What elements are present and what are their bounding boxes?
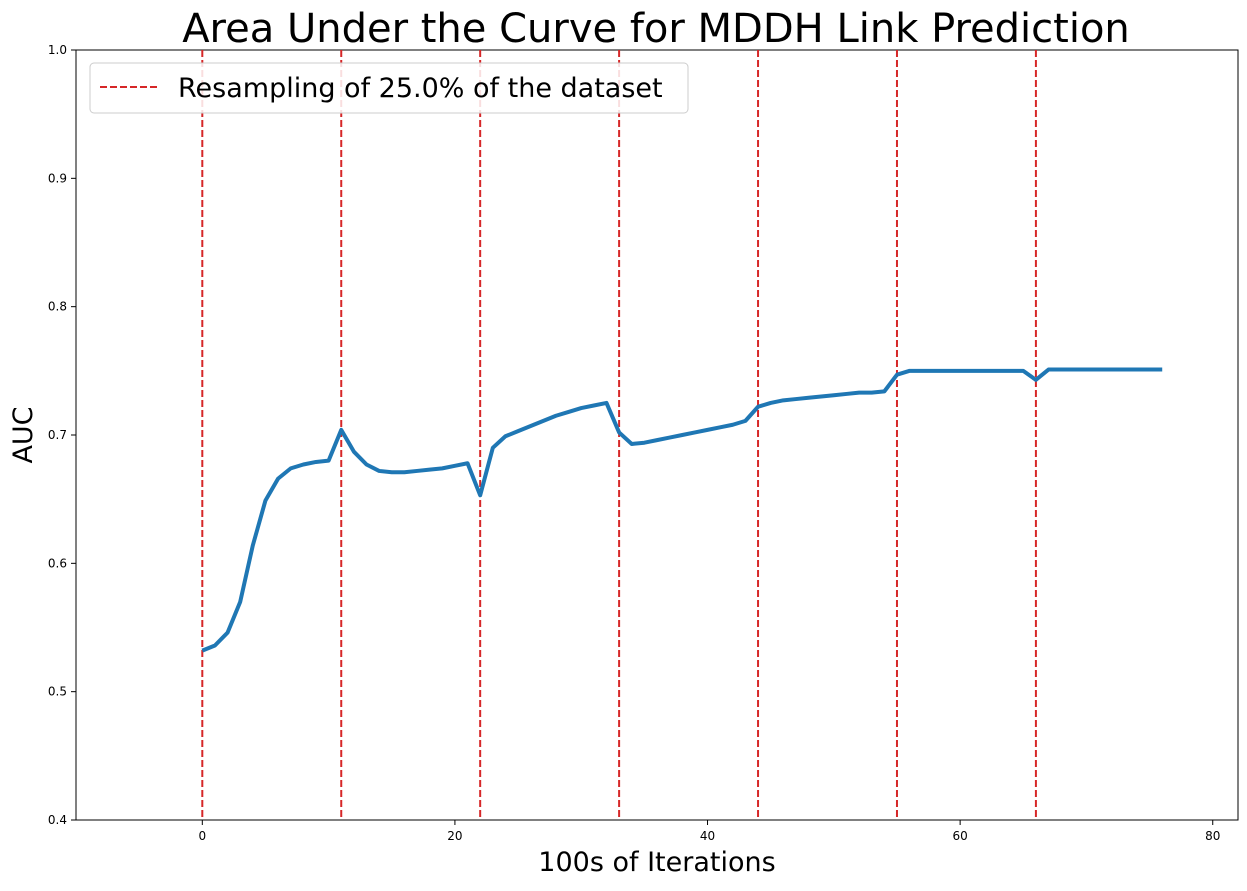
y-tick-label: 0.7	[48, 428, 67, 442]
y-tick-label: 0.4	[48, 813, 67, 827]
y-tick-label: 0.6	[48, 556, 67, 570]
y-tick-label: 0.8	[48, 300, 67, 314]
auc-series-line	[201, 367, 1163, 653]
x-tick-label: 20	[447, 829, 462, 843]
y-tick-label: 1.0	[48, 43, 67, 57]
x-axis-ticks: 0 20 40 60 80	[198, 820, 1220, 843]
legend-label: Resampling of 25.0% of the dataset	[178, 73, 663, 104]
legend-box	[89, 62, 689, 114]
x-tick-label: 40	[700, 829, 715, 843]
x-axis-label: 100s of Iterations	[538, 847, 775, 878]
y-axis-ticks: 0.4 0.5 0.6 0.7 0.8 0.9 1.0	[48, 43, 76, 827]
x-tick-label: 0	[198, 829, 206, 843]
x-tick-label: 60	[952, 829, 967, 843]
x-tick-label: 80	[1205, 829, 1220, 843]
y-tick-label: 0.5	[48, 685, 67, 699]
y-axis-label: AUC	[8, 406, 39, 463]
series-layer	[201, 367, 1163, 653]
chart-title: Area Under the Curve for MDDH Link Predi…	[182, 6, 1130, 52]
y-tick-label: 0.9	[48, 171, 67, 185]
legend: Resampling of 25.0% of the dataset	[89, 62, 689, 114]
